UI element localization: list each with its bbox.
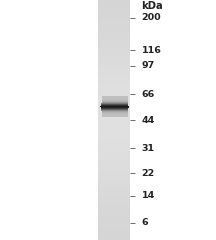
Bar <box>98 196 130 200</box>
Text: kDa: kDa <box>141 1 163 11</box>
Bar <box>98 100 130 104</box>
Bar <box>98 72 130 76</box>
Bar <box>98 235 130 240</box>
Bar <box>102 111 128 112</box>
Bar <box>98 112 130 116</box>
Bar <box>98 52 130 56</box>
Bar <box>98 28 130 32</box>
Bar <box>102 115 128 116</box>
Text: 31: 31 <box>141 144 155 153</box>
Bar <box>102 101 128 102</box>
Bar <box>98 184 130 188</box>
Bar <box>98 31 130 36</box>
Bar <box>102 114 128 115</box>
Bar <box>98 163 130 168</box>
Bar <box>100 107 129 108</box>
Bar <box>98 76 130 80</box>
Bar <box>98 67 130 72</box>
Bar <box>98 216 130 220</box>
Bar <box>102 97 128 98</box>
Bar <box>98 55 130 60</box>
Bar <box>98 88 130 92</box>
Bar <box>102 112 128 113</box>
Bar <box>98 19 130 24</box>
Bar <box>101 108 128 109</box>
Bar <box>101 103 128 104</box>
Bar <box>98 192 130 196</box>
Bar <box>98 79 130 84</box>
Bar <box>102 100 128 101</box>
Bar <box>98 40 130 44</box>
Text: 116: 116 <box>141 46 161 55</box>
Text: 6: 6 <box>141 218 148 227</box>
Bar <box>98 148 130 152</box>
Bar <box>98 84 130 88</box>
Bar <box>98 43 130 48</box>
Bar <box>98 7 130 12</box>
Bar <box>101 102 128 103</box>
Text: 14: 14 <box>141 191 155 200</box>
Bar <box>98 232 130 236</box>
Bar <box>98 48 130 52</box>
Bar <box>98 220 130 224</box>
Bar <box>98 115 130 120</box>
Bar <box>101 108 129 109</box>
Bar <box>101 103 128 104</box>
Bar <box>98 36 130 40</box>
Bar <box>102 113 128 114</box>
Bar <box>98 139 130 144</box>
Bar <box>98 199 130 204</box>
Bar <box>98 91 130 96</box>
Bar <box>101 109 128 110</box>
Bar <box>98 132 130 136</box>
Bar <box>98 211 130 216</box>
Bar <box>98 223 130 228</box>
Bar <box>102 102 128 103</box>
Bar <box>98 120 130 124</box>
Bar <box>100 106 129 107</box>
Bar <box>98 151 130 156</box>
Bar <box>98 172 130 176</box>
Bar <box>101 105 129 106</box>
Bar <box>98 64 130 68</box>
Bar <box>102 96 128 97</box>
Bar <box>98 175 130 180</box>
Bar <box>98 12 130 16</box>
Bar <box>101 104 128 105</box>
Bar <box>98 16 130 20</box>
Bar <box>98 108 130 112</box>
Bar <box>98 127 130 132</box>
Bar <box>98 144 130 148</box>
Bar <box>98 4 130 8</box>
Bar <box>98 0 130 4</box>
Text: 97: 97 <box>141 61 155 71</box>
Bar <box>102 97 128 98</box>
Bar <box>98 204 130 208</box>
Text: 44: 44 <box>141 116 155 125</box>
Bar <box>98 187 130 192</box>
Bar <box>98 60 130 64</box>
Bar <box>102 99 128 100</box>
Bar <box>101 110 128 111</box>
Text: 22: 22 <box>141 169 155 178</box>
Bar <box>98 96 130 100</box>
Bar <box>98 136 130 140</box>
Bar <box>102 116 128 117</box>
Bar <box>102 98 128 99</box>
Bar <box>98 24 130 28</box>
Bar <box>98 208 130 212</box>
Text: 66: 66 <box>141 90 155 99</box>
Bar <box>98 160 130 164</box>
Bar <box>98 156 130 160</box>
Bar <box>98 168 130 172</box>
Bar <box>98 228 130 232</box>
Bar <box>98 124 130 128</box>
Bar <box>102 98 128 99</box>
Bar <box>98 103 130 108</box>
Bar <box>98 180 130 184</box>
Text: 200: 200 <box>141 13 161 23</box>
